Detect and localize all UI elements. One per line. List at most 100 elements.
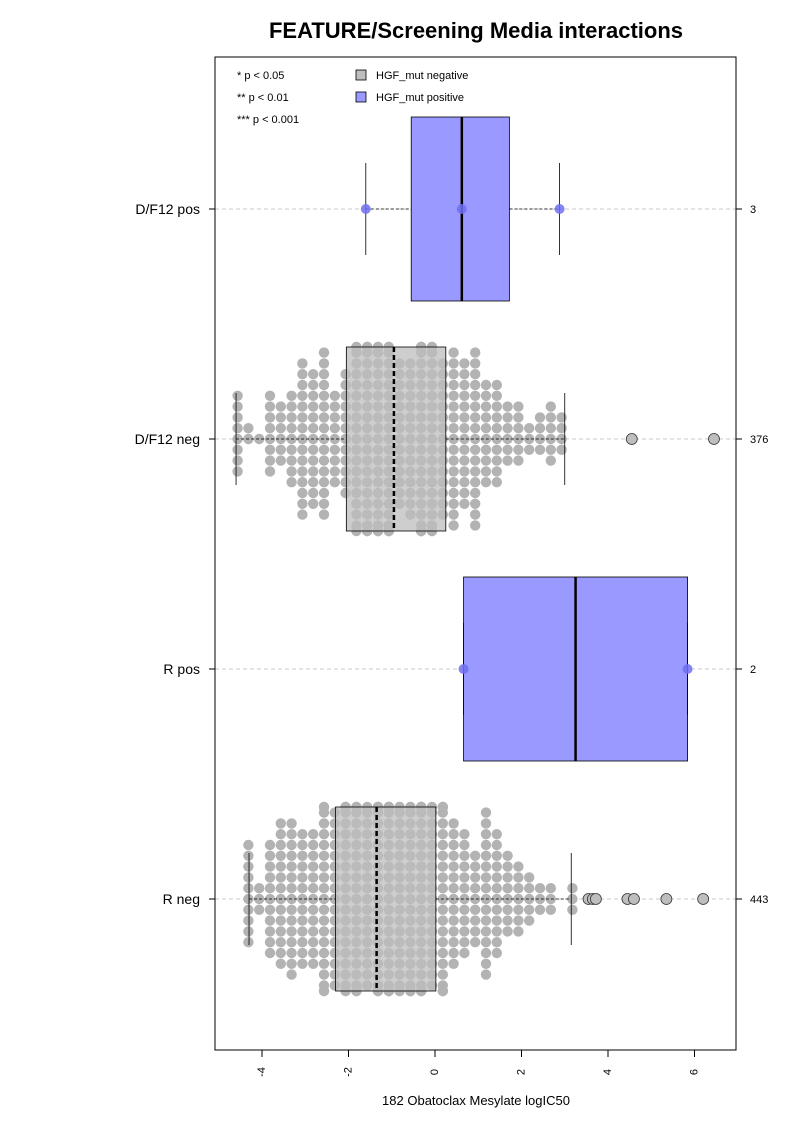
data-point	[437, 801, 448, 813]
data-point	[243, 937, 254, 948]
data-point	[297, 498, 308, 509]
data-point	[308, 444, 319, 455]
data-point	[243, 872, 254, 883]
data-point	[318, 390, 330, 401]
data-point	[470, 401, 481, 412]
data-point	[308, 829, 319, 840]
data-point	[264, 423, 276, 434]
data-point	[297, 850, 308, 861]
x-tick-label: 4	[602, 1069, 614, 1075]
data-point	[459, 904, 470, 915]
data-point	[437, 915, 448, 926]
data-point	[524, 904, 535, 915]
data-point	[232, 444, 243, 455]
data-point	[286, 937, 297, 948]
data-point	[264, 466, 276, 477]
data-point	[470, 466, 481, 477]
data-point	[448, 455, 459, 466]
data-point	[459, 487, 470, 499]
data-point	[470, 520, 481, 531]
data-point	[448, 401, 459, 412]
data-point	[491, 947, 502, 959]
data-point	[318, 926, 330, 937]
data-point	[308, 390, 319, 401]
data-point	[480, 412, 492, 423]
data-point	[448, 926, 459, 937]
data-point	[286, 477, 297, 488]
data-point	[437, 947, 448, 959]
data-point	[470, 926, 481, 937]
data-point	[308, 915, 319, 926]
data-point	[534, 412, 546, 423]
data-point	[459, 423, 470, 434]
data-point	[286, 839, 297, 851]
category-label: D/F12 neg	[135, 431, 200, 447]
data-point	[556, 412, 567, 423]
data-point	[459, 369, 470, 380]
data-point	[329, 444, 340, 455]
data-point	[264, 412, 276, 423]
data-point	[502, 861, 513, 872]
data-point	[545, 444, 556, 455]
data-point	[297, 861, 308, 872]
data-point	[264, 839, 276, 851]
data-point	[275, 839, 286, 851]
data-point	[243, 861, 254, 872]
data-point	[491, 915, 502, 926]
data-point	[286, 829, 297, 840]
outlier-point	[625, 433, 638, 445]
data-point	[437, 839, 448, 851]
data-point	[502, 915, 513, 926]
data-point	[459, 850, 470, 861]
data-point	[480, 904, 492, 915]
data-point	[524, 915, 535, 926]
data-point	[308, 477, 319, 488]
data-point	[524, 883, 535, 894]
data-point	[470, 433, 481, 445]
outlier-point	[589, 893, 602, 905]
data-point	[286, 861, 297, 872]
data-point	[318, 347, 330, 358]
data-point	[480, 444, 492, 455]
data-point	[470, 423, 481, 434]
data-point	[554, 204, 565, 214]
data-point	[448, 850, 459, 861]
data-point	[318, 872, 330, 883]
data-point	[437, 872, 448, 883]
data-point	[459, 498, 470, 509]
data-point	[297, 937, 308, 948]
data-point	[502, 904, 513, 915]
data-point	[491, 423, 502, 434]
data-point	[275, 926, 286, 937]
count-label: 3	[750, 204, 756, 216]
data-point	[480, 477, 492, 488]
data-point	[545, 433, 556, 445]
data-point	[470, 369, 481, 380]
data-point	[329, 390, 340, 401]
data-point	[524, 872, 535, 883]
data-point	[491, 926, 502, 937]
data-point	[448, 379, 459, 391]
data-point	[470, 444, 481, 455]
data-point	[308, 466, 319, 477]
data-point	[286, 401, 297, 412]
data-point	[491, 466, 502, 477]
point-layer	[360, 204, 720, 905]
significance-legend-item: * p < 0.05	[237, 70, 284, 82]
chart-title: FEATURE/Screening Media interactions	[269, 18, 683, 43]
data-point	[329, 455, 340, 466]
data-point	[480, 861, 492, 872]
data-point	[286, 818, 297, 829]
data-point	[297, 390, 308, 401]
x-tick-label: 0	[429, 1069, 441, 1075]
data-point	[491, 829, 502, 840]
data-point	[448, 958, 459, 969]
data-point	[534, 883, 546, 894]
significance-legend-item: *** p < 0.001	[237, 114, 299, 126]
data-point	[513, 904, 524, 915]
data-point	[318, 498, 330, 509]
x-tick-label: 6	[688, 1069, 700, 1075]
data-point	[470, 498, 481, 509]
data-point	[545, 423, 556, 434]
data-point	[264, 444, 276, 455]
